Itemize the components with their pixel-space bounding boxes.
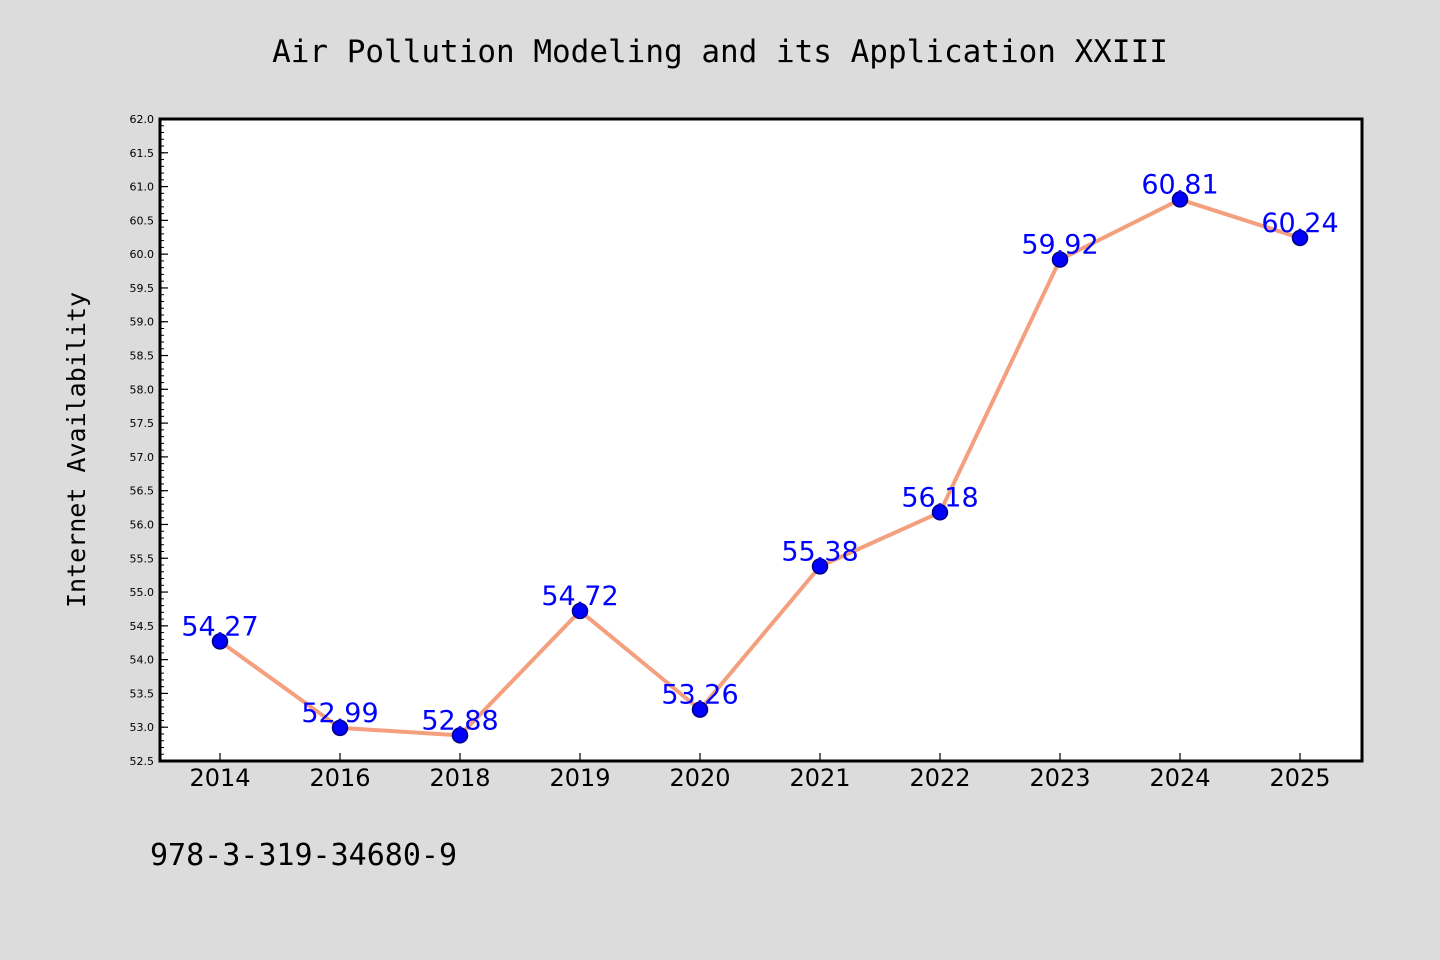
x-tick-label: 2025 — [1269, 764, 1330, 792]
data-point — [931, 504, 949, 521]
y-tick-label: 53.0 — [130, 721, 155, 734]
data-point — [691, 701, 709, 718]
x-tick-label: 2023 — [1029, 764, 1090, 792]
y-tick-label: 61.0 — [130, 181, 155, 194]
data-label: 60.24 — [1261, 208, 1338, 239]
y-tick-label: 62.0 — [130, 113, 155, 126]
data-point — [211, 633, 229, 650]
y-tick-label: 57.5 — [130, 417, 155, 430]
y-tick-label: 52.5 — [130, 755, 155, 768]
y-tick-label: 58.5 — [130, 350, 155, 363]
data-point — [1051, 251, 1069, 268]
chart-title: Air Pollution Modeling and its Applicati… — [272, 34, 1168, 70]
data-label: 54.72 — [541, 581, 618, 612]
x-tick-label: 2020 — [669, 764, 730, 792]
data-point — [571, 602, 589, 620]
data-label: 53.26 — [661, 680, 738, 711]
y-tick-label: 56.0 — [130, 518, 155, 531]
y-tick-label: 57.0 — [130, 451, 155, 464]
y-tick-label: 55.5 — [130, 552, 155, 565]
series-line — [218, 197, 1302, 738]
data-label: 52.99 — [301, 698, 378, 729]
footer-isbn: 978-3-319-34680-9 — [150, 838, 457, 873]
data-point — [1171, 191, 1189, 208]
x-tick-label: 2022 — [909, 764, 970, 792]
x-axis-ticks: 2014 2016 2018 2019 2020 2021 2022 2023 2024 2025 — [189, 753, 1331, 792]
plot-area — [158, 117, 1364, 763]
y-tick-label: 61.5 — [130, 147, 155, 160]
data-label: 55.38 — [781, 536, 858, 567]
data-point — [1291, 229, 1309, 247]
x-tick-label: 2016 — [309, 764, 370, 792]
data-label: 52.88 — [421, 705, 498, 736]
data-label: 54.27 — [181, 611, 258, 642]
data-label: 59.92 — [1021, 230, 1098, 261]
y-tick-label: 59.0 — [130, 316, 155, 329]
data-point — [811, 558, 829, 575]
data-label-layer: 54.27 52.99 52.88 54.72 53.26 55.38 56.18 59.92… — [181, 169, 1338, 736]
y-tick-label: 60.0 — [130, 248, 155, 261]
x-tick-label: 2019 — [549, 764, 610, 792]
data-label: 56.18 — [901, 482, 978, 513]
data-point — [331, 719, 349, 737]
y-axis-ticks: 52.5 53.0 53.5 54.0 54.5 55.0 55.5 56.0 56.5 57.0… — [130, 113, 168, 768]
x-tick-label: 2014 — [189, 764, 250, 792]
series-layer — [211, 191, 1309, 744]
data-label: 60.81 — [1141, 169, 1218, 200]
y-tick-label: 53.5 — [130, 687, 155, 700]
y-tick-label: 56.5 — [130, 485, 155, 498]
y-tick-label: 58.0 — [130, 383, 155, 396]
y-tick-label: 54.0 — [130, 654, 155, 667]
y-tick-label: 55.0 — [130, 586, 155, 599]
x-tick-label: 2021 — [789, 764, 850, 792]
y-axis-label: Internet Availability — [62, 292, 91, 608]
x-tick-label: 2018 — [429, 764, 490, 792]
y-tick-label: 60.5 — [130, 214, 155, 227]
y-tick-label: 59.5 — [130, 282, 155, 295]
x-tick-label: 2024 — [1149, 764, 1210, 792]
data-point — [451, 727, 469, 744]
y-tick-label: 54.5 — [130, 620, 155, 633]
